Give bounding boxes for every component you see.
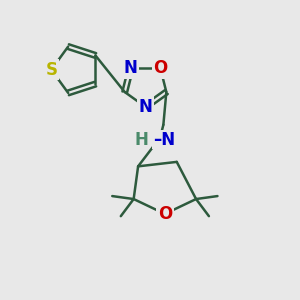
Text: N: N — [124, 59, 138, 77]
Text: O: O — [158, 205, 172, 223]
Text: N: N — [139, 98, 152, 116]
Text: H: H — [135, 130, 148, 148]
Text: O: O — [153, 59, 167, 77]
Text: –N: –N — [153, 130, 175, 148]
Text: S: S — [45, 61, 57, 79]
